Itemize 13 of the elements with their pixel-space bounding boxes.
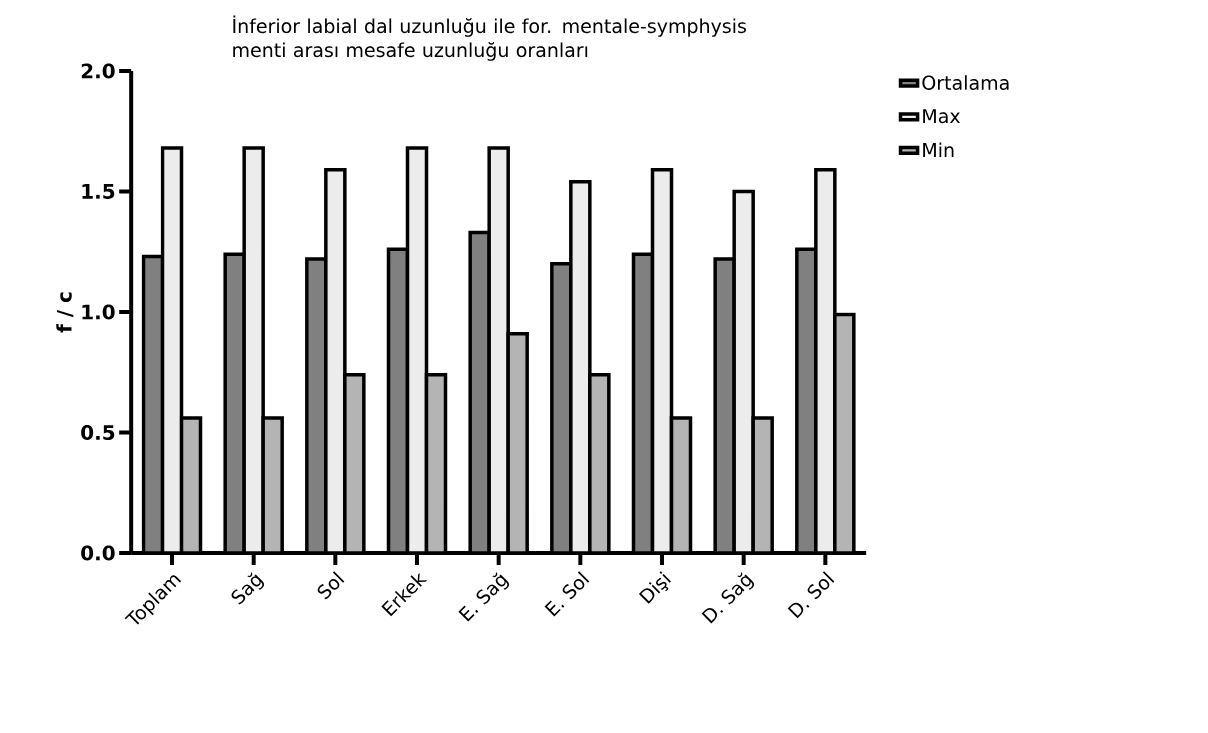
x-tick-label: E. Sol <box>544 571 590 617</box>
legend-label: Max <box>923 109 960 124</box>
y-tick-label: 1.0 <box>82 304 115 320</box>
x-tick-label: Sol <box>317 571 345 600</box>
y-tick-label: 0.5 <box>81 424 115 441</box>
x-tick-label: D. Sol <box>787 571 835 619</box>
y-tick-label: 0.0 <box>81 545 115 561</box>
chart-title: İnferior labial dal uzunluğu ile for. mentale-symphysis menti arası mesafe uzunluğu oranları <box>233 15 746 61</box>
legend-label: Min <box>923 142 954 157</box>
y-tick-label: 2.0 <box>81 63 115 79</box>
y-axis-title: f / c <box>56 292 74 333</box>
y-tick-label: 1.5 <box>82 184 115 199</box>
legend-label: Ortalama <box>922 75 1009 90</box>
